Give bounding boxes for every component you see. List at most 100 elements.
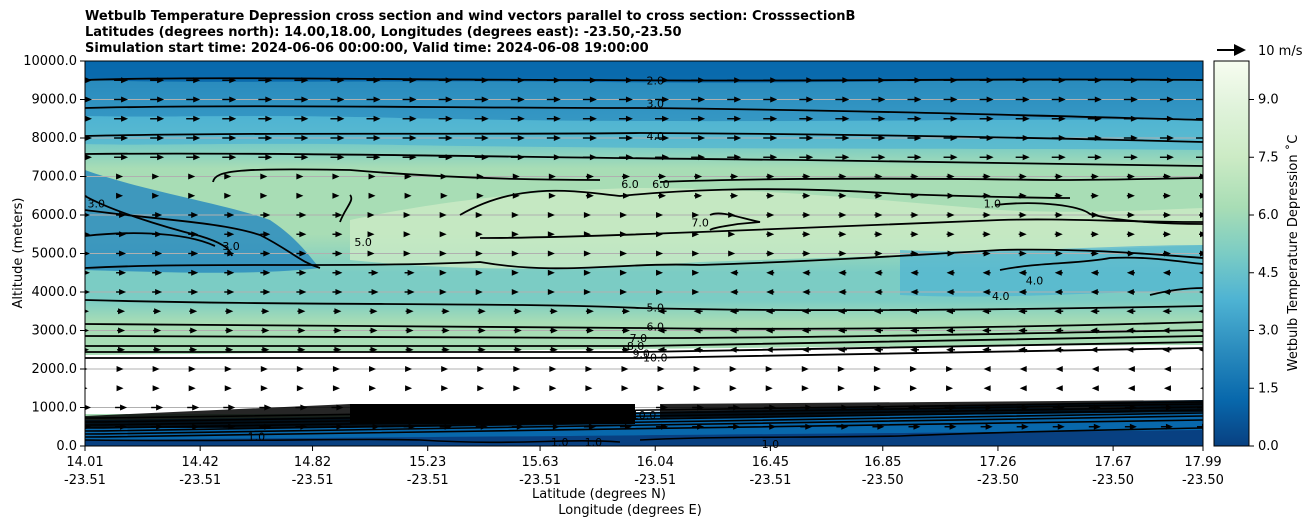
wind-vector-head	[514, 327, 522, 334]
wind-vector-head	[1166, 135, 1174, 141]
wind-vector-head	[335, 269, 343, 276]
wind-vector-head	[875, 231, 883, 238]
wind-vector-head	[659, 173, 667, 180]
wind-vector-head	[191, 289, 199, 295]
wind-vector-head	[553, 135, 561, 141]
x-tick-lat-label: 14.42	[182, 455, 219, 470]
wind-vector-head	[547, 250, 555, 257]
wind-vector-head	[1057, 404, 1065, 411]
wind-vector-head	[803, 212, 811, 218]
wind-vector-head	[1054, 308, 1062, 315]
wind-vector-head	[982, 346, 990, 353]
wind-vector-head	[949, 404, 957, 411]
wind-vector-head	[301, 154, 309, 161]
wind-vector-head	[656, 269, 664, 276]
wind-vector-head	[1163, 250, 1171, 257]
wind-vector-head	[657, 308, 665, 315]
x-tick-lat-label: 14.82	[294, 455, 331, 470]
wind-vector-head	[116, 192, 124, 199]
contour-label: 3.0	[87, 197, 105, 210]
wind-vector-head	[1058, 154, 1066, 161]
wind-vector-head	[583, 212, 591, 218]
wind-vector-head	[265, 77, 273, 84]
wind-vector-head	[188, 366, 196, 372]
wind-vector-head	[476, 192, 484, 199]
wind-vector-head	[1094, 135, 1102, 141]
wind-vector-head	[85, 115, 92, 122]
wind-vector-head	[517, 154, 525, 161]
wind-vector-head	[1130, 135, 1138, 141]
wind-vector-head	[801, 366, 809, 372]
wind-vector-head	[263, 269, 271, 276]
wind-vector-head	[1162, 327, 1170, 334]
wind-vector-head	[767, 212, 775, 218]
wind-vector-head	[1127, 173, 1135, 180]
wind-vector-head	[85, 212, 90, 218]
wind-vector-head	[332, 385, 340, 392]
wind-vector-head	[1200, 192, 1203, 199]
wind-vector-head	[873, 308, 881, 315]
wind-vector-head	[1162, 346, 1170, 353]
wind-vector-head	[803, 192, 811, 199]
wind-vector-head	[440, 173, 448, 180]
wind-vector-head	[769, 404, 777, 411]
wind-vector-head	[120, 404, 128, 411]
wind-vector-head	[1057, 423, 1065, 430]
wind-vector-head	[262, 346, 270, 353]
wind-vector-head	[475, 269, 483, 276]
surface-contour	[85, 438, 621, 444]
wind-vector-head	[476, 173, 484, 180]
x-tick-lat-label: 16.04	[637, 455, 674, 470]
wind-vector-head	[475, 250, 483, 257]
y-tick-label: 2000.0	[32, 362, 78, 377]
wind-vector-head	[188, 385, 196, 392]
wind-vector-head	[226, 327, 234, 334]
wind-vector-head	[1199, 271, 1203, 275]
wind-vector-head	[837, 366, 845, 372]
wind-vector-head	[914, 135, 922, 141]
wind-vector-head	[589, 77, 597, 84]
wind-vector-head	[805, 423, 813, 430]
wind-vector-head	[801, 327, 809, 334]
wind-vector-head	[1199, 290, 1203, 294]
wind-vector-head	[801, 308, 809, 315]
x-tick-lat-label: 16.45	[752, 455, 789, 470]
wind-vector-head	[335, 231, 343, 238]
wind-vector-head	[85, 328, 89, 333]
wind-vector-head	[1130, 115, 1138, 122]
wind-vector-head	[440, 192, 448, 199]
wind-vector-head	[1019, 192, 1027, 199]
chart-title-line-2: Latitudes (degrees north): 14.00,18.00, …	[85, 25, 682, 40]
wind-vector-head	[695, 192, 703, 199]
wind-vector-head	[622, 346, 630, 353]
wind-vector-head	[1162, 289, 1170, 295]
wind-vector-head	[1130, 77, 1138, 84]
wind-vector-head	[373, 96, 381, 103]
wind-vector-head	[548, 192, 556, 199]
wind-vector-head	[837, 308, 845, 315]
wind-vector-head	[1022, 77, 1030, 84]
wind-vector-head	[1018, 327, 1026, 334]
wind-vector-head	[155, 289, 163, 295]
wind-vector-head	[693, 346, 701, 353]
wind-vector-head	[1021, 404, 1029, 411]
x-tick-lat-label: 17.26	[979, 455, 1016, 470]
wind-vector-head	[947, 212, 955, 218]
contour-label: 5.0	[646, 301, 664, 314]
wind-vector-head	[299, 269, 307, 276]
y-axis: 0.0 1000.0 2000.0 3000.0 4000.0 5000.0 6000.0 7…	[23, 54, 85, 454]
wind-vector-head	[875, 173, 883, 180]
wind-vector-head	[950, 115, 958, 122]
wind-vector-head	[842, 154, 850, 161]
wind-vector-head	[983, 250, 991, 257]
wind-vector-head	[803, 173, 811, 180]
wind-vector-head	[265, 115, 273, 122]
wind-vector-head	[409, 135, 417, 141]
contour-label: 9.0	[632, 348, 650, 361]
wind-vector-head	[409, 115, 417, 122]
wind-vector-head	[373, 135, 381, 141]
wind-vector-head	[1129, 423, 1137, 430]
contour-5-upper	[85, 152, 1203, 167]
wind-vector-head	[372, 423, 380, 430]
colorbar-tick-label: 3.0	[1258, 324, 1279, 339]
